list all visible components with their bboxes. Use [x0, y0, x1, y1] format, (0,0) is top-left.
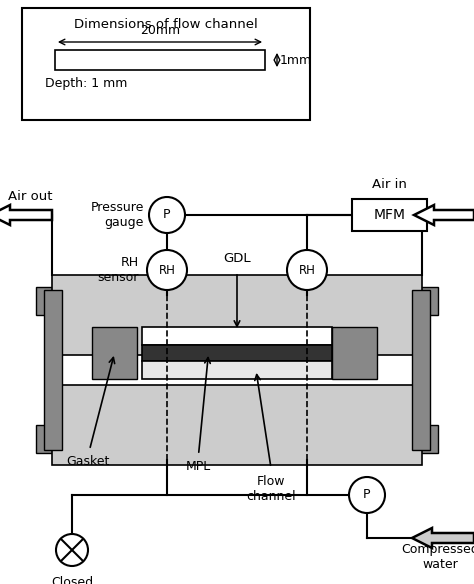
Text: P: P: [363, 488, 371, 502]
Text: Depth: 1 mm: Depth: 1 mm: [45, 78, 128, 91]
Circle shape: [56, 534, 88, 566]
Polygon shape: [0, 205, 52, 225]
Bar: [52, 275, 422, 355]
Text: RH
sensor: RH sensor: [98, 256, 139, 284]
Bar: [420, 425, 438, 453]
Circle shape: [149, 197, 185, 233]
Text: Air in: Air in: [372, 178, 407, 191]
Bar: [142, 327, 332, 345]
Text: MFM: MFM: [374, 208, 405, 222]
Polygon shape: [414, 205, 474, 225]
Text: 1mm: 1mm: [280, 54, 312, 67]
Polygon shape: [412, 528, 474, 548]
Text: Dimensions of flow channel: Dimensions of flow channel: [74, 19, 258, 32]
Bar: [55, 50, 265, 70]
Text: P: P: [163, 208, 171, 221]
Bar: [36, 425, 54, 453]
Bar: [36, 287, 54, 315]
Bar: [142, 361, 332, 379]
Bar: [412, 290, 430, 450]
Text: Air out: Air out: [8, 190, 53, 203]
Circle shape: [287, 250, 327, 290]
Text: MPL: MPL: [186, 460, 211, 473]
Circle shape: [349, 477, 385, 513]
Bar: [44, 290, 62, 450]
Bar: [52, 385, 422, 465]
Text: RH: RH: [299, 263, 315, 276]
Text: Flow
channel: Flow channel: [246, 475, 296, 503]
Text: GDL: GDL: [223, 252, 251, 265]
Bar: [22, 8, 310, 120]
Text: RH: RH: [159, 263, 175, 276]
Text: Gasket: Gasket: [66, 455, 109, 468]
Text: Closed
valve: Closed valve: [51, 576, 93, 584]
Text: 20mm: 20mm: [140, 24, 180, 37]
Text: Compressed
water: Compressed water: [401, 543, 474, 571]
Bar: [352, 199, 427, 231]
Bar: [420, 287, 438, 315]
Bar: [92, 327, 137, 379]
Circle shape: [147, 250, 187, 290]
Bar: [332, 327, 377, 379]
Bar: [142, 345, 332, 361]
Text: Pressure
gauge: Pressure gauge: [91, 201, 144, 229]
